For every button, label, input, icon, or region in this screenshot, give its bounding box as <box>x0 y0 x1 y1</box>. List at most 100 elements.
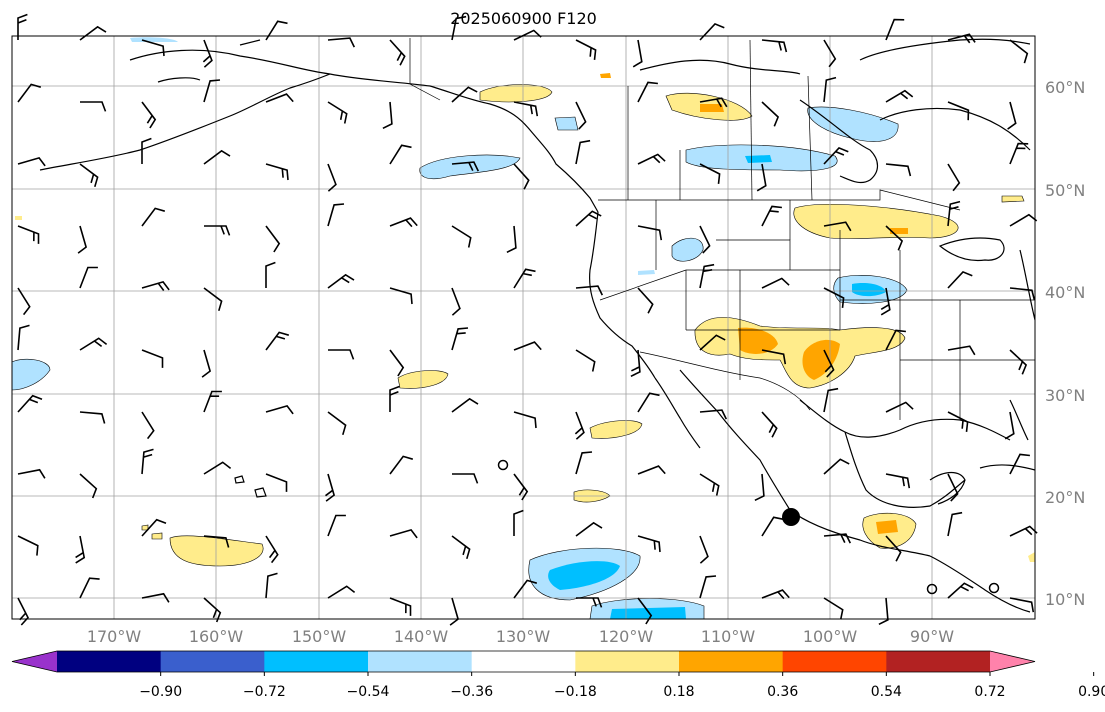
wind-barb <box>947 345 976 356</box>
wind-barb <box>823 76 837 103</box>
colorbar-tick-label: −0.72 <box>243 684 286 700</box>
wind-barb <box>79 337 108 351</box>
wind-barb <box>389 287 413 305</box>
lon-label: 100°W <box>803 627 858 646</box>
wind-barb <box>203 149 231 165</box>
wind-barb <box>1009 287 1036 301</box>
blue-contour-region <box>745 155 772 163</box>
wind-barb <box>575 210 602 227</box>
east-coast <box>1019 249 1036 321</box>
wind-barb <box>389 39 406 66</box>
wind-barb <box>265 473 288 492</box>
wind-barb <box>389 144 412 165</box>
wind-barb <box>389 455 414 475</box>
coastlines <box>39 38 1036 613</box>
wind-barb <box>823 349 835 378</box>
wind-barb <box>325 473 336 502</box>
lon-label: 150°W <box>292 627 347 646</box>
blue-contour-region <box>638 270 655 275</box>
pressure-center-marker <box>926 583 938 595</box>
hawaii-islands <box>254 487 267 498</box>
cuba-coast <box>979 464 1036 471</box>
colorbar-ticks: −0.90 −0.72 −0.54 −0.36 −0.18 0.18 0.36 0.54 0.7… <box>139 672 1105 700</box>
wind-barb <box>451 15 467 41</box>
storm-center-marker <box>782 508 800 526</box>
lon-label: 170°W <box>87 627 142 646</box>
blue-contour-region <box>554 116 579 131</box>
wind-barb <box>452 473 479 484</box>
wind-barb <box>699 22 725 41</box>
map-title: 2025060900 F120 <box>450 9 597 28</box>
colorbar-segment <box>679 651 784 672</box>
wind-barb <box>574 411 585 440</box>
wind-barb <box>637 287 654 314</box>
wind-barb <box>699 575 717 599</box>
wind-barb <box>885 89 914 103</box>
wind-barb <box>382 101 393 130</box>
lat-label: 60°N <box>1045 78 1085 97</box>
wind-barb <box>451 535 471 560</box>
wind-barb <box>513 473 529 501</box>
alaska-coast <box>239 39 261 46</box>
wind-barb <box>575 39 597 60</box>
wind-barb <box>823 221 852 232</box>
wind-barb <box>327 273 355 289</box>
wind-barb <box>699 225 711 254</box>
lon-label: 90°W <box>910 627 954 646</box>
yellow-contour-region <box>15 216 22 220</box>
wind-barb <box>513 163 530 190</box>
map-frame <box>11 35 1036 620</box>
lon-label: 160°W <box>189 627 244 646</box>
lat-label: 10°N <box>1045 590 1085 609</box>
wind-barb <box>1007 101 1017 130</box>
colorbar-segment <box>782 651 887 672</box>
alaska-coast <box>157 77 201 83</box>
pressure-center-marker <box>988 582 1000 594</box>
lat-label: 50°N <box>1045 181 1085 200</box>
wind-barb <box>204 225 231 236</box>
yellow-contour-region <box>700 104 724 112</box>
wind-barb <box>575 349 596 372</box>
wind-barb <box>17 287 31 316</box>
map-area[interactable] <box>11 13 1038 626</box>
wind-barb <box>947 582 974 599</box>
colorbar-segment <box>471 651 576 672</box>
wind-barb <box>576 597 603 608</box>
wind-barb <box>79 473 98 499</box>
colorbar-segment <box>886 651 991 672</box>
alaska-canada-border <box>409 38 441 101</box>
wind-barb <box>202 39 213 68</box>
colorbar-tick-label: −0.54 <box>347 684 390 700</box>
baja-coast <box>654 377 701 449</box>
wind-barb <box>451 86 478 103</box>
wind-barb <box>17 83 42 103</box>
wind-barb <box>1009 453 1030 475</box>
wind-barb <box>17 13 28 40</box>
alaska-coast <box>129 49 599 213</box>
orange-contour-region <box>876 520 898 534</box>
colorbar-segment <box>160 651 265 672</box>
lat-label: 20°N <box>1045 488 1085 507</box>
wind-barb <box>823 387 839 413</box>
wind-barb <box>885 225 904 251</box>
wind-barb <box>1004 411 1015 440</box>
wind-barb <box>630 349 641 378</box>
wind-barb <box>203 79 221 103</box>
gridlines <box>12 36 1035 619</box>
wind-barb <box>947 163 961 192</box>
hawaii-islands <box>234 475 245 484</box>
wind-barb <box>947 200 961 227</box>
wind-barb <box>201 349 212 378</box>
blue-contour-region <box>11 358 51 391</box>
wind-barb <box>637 153 666 165</box>
wind-barb <box>885 535 902 562</box>
wind-barb <box>265 20 288 41</box>
blue-contour-region <box>671 237 704 262</box>
wind-barb <box>880 287 891 316</box>
wind-barb <box>328 349 355 360</box>
wind-barb <box>513 509 524 536</box>
wind-barb <box>823 458 850 475</box>
wind-barb <box>823 146 849 165</box>
yellow-contour-region <box>600 73 611 78</box>
wind-barb <box>265 163 289 181</box>
